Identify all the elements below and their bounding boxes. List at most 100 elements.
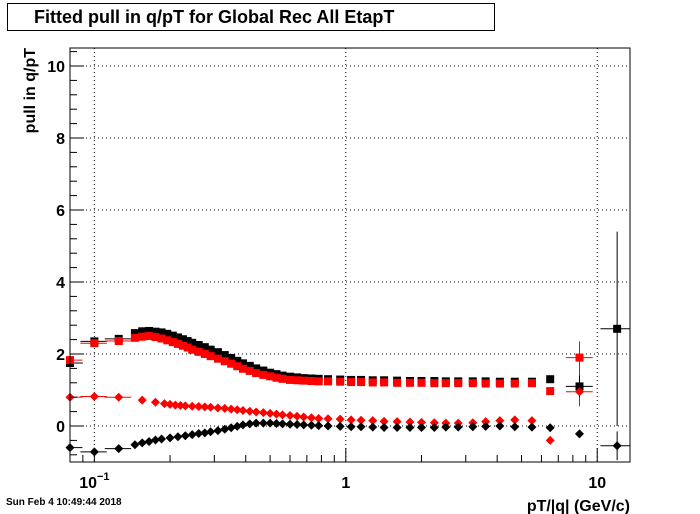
data-point-diamond — [245, 419, 255, 429]
data-point-square — [441, 379, 450, 388]
data-point-diamond — [137, 395, 147, 405]
data-point-diamond — [392, 422, 402, 432]
data-point-diamond — [238, 406, 248, 416]
data-point-diamond — [527, 422, 537, 432]
data-point-diamond — [187, 430, 197, 440]
data-point-diamond — [545, 435, 555, 445]
data-point-diamond — [194, 402, 204, 412]
data-point-square — [188, 338, 197, 347]
data-point-diamond — [306, 420, 316, 430]
data-point-square — [357, 378, 366, 387]
data-point-diamond — [265, 408, 275, 418]
data-point-diamond — [416, 422, 426, 432]
data-point-square — [163, 336, 172, 345]
data-point-square — [206, 352, 215, 361]
data-point-diamond — [213, 403, 223, 413]
data-point-square — [252, 364, 261, 373]
y-tick-label: 2 — [56, 347, 65, 364]
data-point-diamond — [245, 406, 255, 416]
data-point-diamond — [220, 403, 230, 413]
data-point-square — [245, 366, 254, 375]
data-point-square — [259, 366, 268, 375]
data-point-diamond — [200, 428, 210, 438]
data-point-diamond — [335, 421, 345, 431]
data-point-diamond — [441, 422, 451, 432]
data-point-diamond — [368, 422, 378, 432]
data-point-square — [405, 378, 414, 387]
data-point-diamond — [299, 420, 309, 430]
data-point-diamond — [150, 397, 160, 407]
data-point-square — [151, 333, 160, 342]
data-point-diamond — [137, 438, 147, 448]
data-point-diamond — [495, 421, 505, 431]
data-point-diamond — [89, 391, 99, 401]
data-point-diamond — [335, 414, 345, 424]
data-point-diamond — [144, 436, 154, 446]
x-tick-label: 10−1 — [79, 471, 109, 492]
data-point-diamond — [271, 418, 281, 428]
data-point-square — [157, 328, 166, 337]
data-point-square — [245, 361, 254, 370]
data-point-diamond — [481, 421, 491, 431]
data-point-diamond — [187, 401, 197, 411]
data-point-square — [233, 356, 242, 365]
data-point-square — [200, 343, 209, 352]
chart-title: Fitted pull in q/pT for Global Rec All E… — [7, 3, 495, 31]
data-point-diamond — [258, 418, 268, 428]
data-point-square — [130, 333, 139, 342]
data-point-diamond — [612, 441, 622, 451]
data-point-diamond — [238, 420, 248, 430]
data-point-diamond — [314, 421, 324, 431]
data-point-square — [178, 335, 187, 344]
data-point-diamond — [379, 416, 389, 426]
series-3 — [65, 387, 584, 445]
data-point-diamond — [323, 414, 333, 424]
data-point-square — [575, 353, 584, 362]
data-point-square — [168, 331, 177, 340]
data-point-diamond — [114, 444, 124, 454]
data-point-square — [380, 378, 389, 387]
data-point-square — [238, 359, 247, 368]
data-point-diamond — [545, 423, 555, 433]
data-point-square — [213, 354, 222, 363]
data-point-diamond — [206, 402, 216, 412]
y-tick-label: 6 — [56, 203, 65, 220]
data-point-square — [206, 345, 215, 354]
data-point-square — [194, 341, 203, 349]
data-point-diamond — [180, 431, 190, 441]
data-point-square — [259, 370, 268, 379]
data-point-diamond — [226, 404, 236, 414]
data-point-diamond — [346, 422, 356, 432]
data-point-diamond — [292, 420, 302, 430]
data-point-square — [173, 339, 182, 348]
data-point-square — [546, 387, 555, 396]
data-point-diamond — [194, 429, 204, 439]
data-point-square — [157, 334, 166, 343]
data-point-diamond — [213, 426, 223, 436]
data-point-square — [272, 373, 281, 382]
data-point-diamond — [368, 416, 378, 426]
data-point-diamond — [130, 440, 140, 450]
data-point-diamond — [314, 413, 324, 423]
data-point-diamond — [453, 422, 463, 432]
data-point-diamond — [271, 409, 281, 419]
data-point-diamond — [251, 418, 261, 428]
timestamp: Sun Feb 4 10:49:44 2018 — [6, 497, 122, 508]
data-point-square — [188, 345, 197, 354]
series-4 — [65, 418, 622, 457]
data-point-diamond — [277, 410, 287, 420]
data-point-diamond — [251, 407, 261, 417]
data-point-square — [151, 327, 160, 336]
data-point-square — [481, 379, 490, 388]
data-point-square — [227, 353, 236, 362]
y-tick-label: 8 — [56, 131, 65, 148]
data-point-square — [368, 378, 377, 387]
data-point-diamond — [481, 417, 491, 427]
data-point-diamond — [429, 422, 439, 432]
data-point-diamond — [157, 434, 167, 444]
data-point-diamond — [265, 418, 275, 428]
data-point-square — [575, 382, 584, 391]
data-point-square — [163, 329, 172, 338]
data-point-diamond — [285, 419, 295, 429]
data-point-diamond — [356, 415, 366, 425]
